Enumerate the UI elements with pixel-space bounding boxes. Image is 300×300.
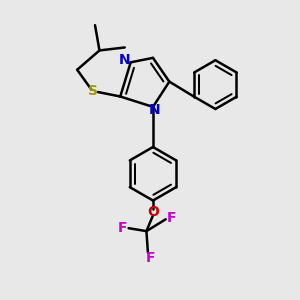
Text: O: O bbox=[147, 205, 159, 219]
Text: S: S bbox=[88, 84, 98, 98]
Text: F: F bbox=[118, 221, 128, 235]
Text: N: N bbox=[118, 53, 130, 67]
Text: N: N bbox=[148, 103, 160, 118]
Text: F: F bbox=[167, 211, 176, 225]
Text: F: F bbox=[146, 251, 155, 266]
